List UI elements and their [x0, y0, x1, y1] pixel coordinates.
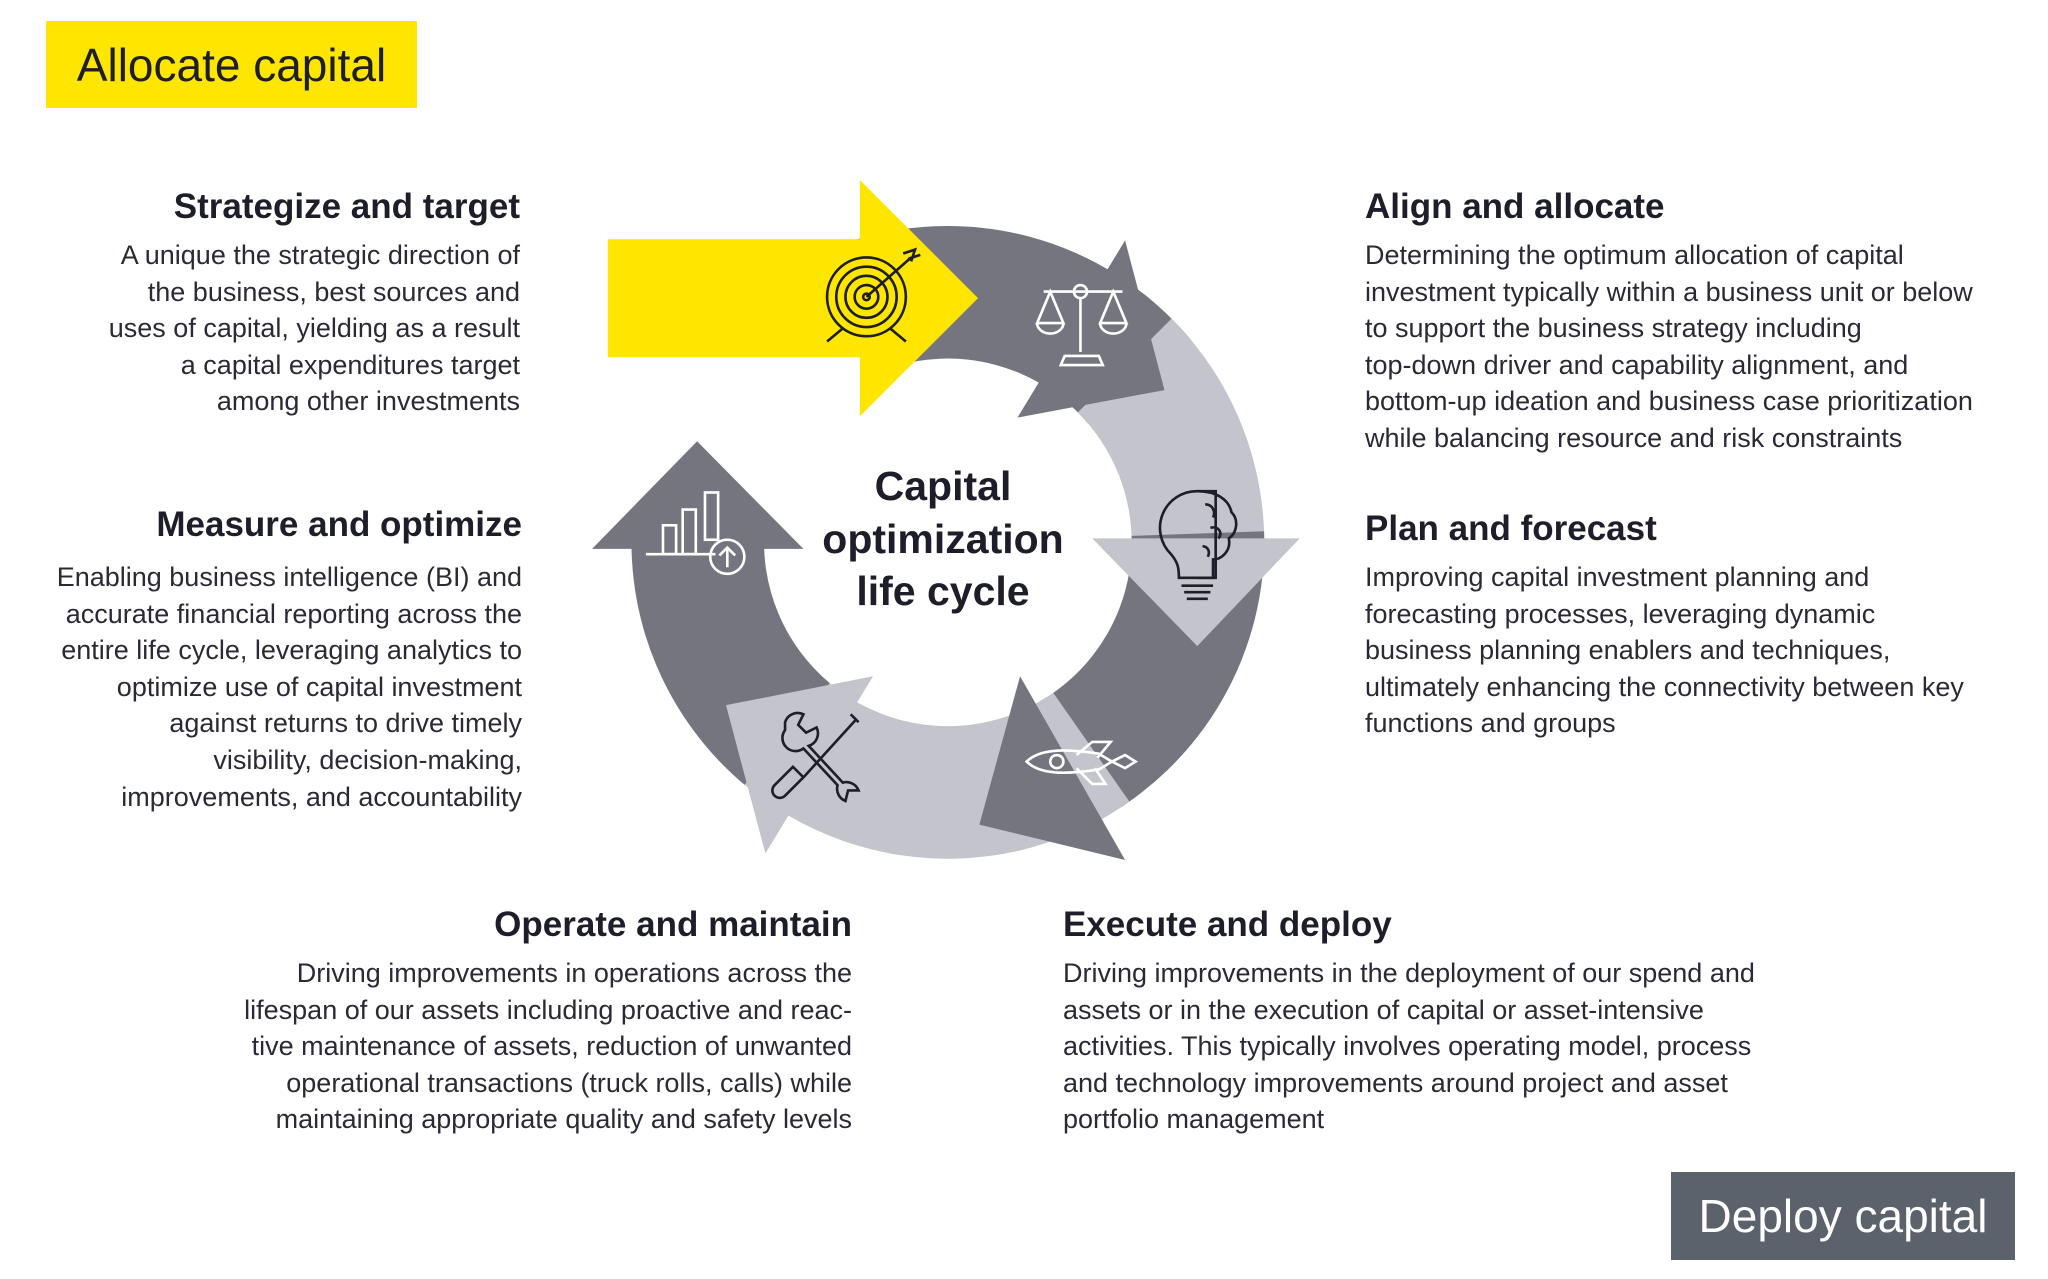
text-line: Enabling business intelligence (BI) and: [56, 562, 522, 592]
text-line: a capital expenditures target: [180, 349, 520, 380]
stage-description: Determining the optimum allocation of ca…: [1365, 237, 1973, 457]
entry-arrow-yellow: [607, 180, 979, 417]
center-title-line: Capital: [874, 463, 1012, 509]
target-icon: [825, 247, 921, 343]
stage-measure: Measure and optimize Enabling business i…: [57, 503, 522, 815]
text-line: while balancing resource and risk constr…: [1365, 422, 1903, 453]
text-line: operational transactions (truck rolls, c…: [286, 1067, 852, 1098]
stage-title: Align and allocate: [1365, 187, 1665, 226]
stage-execute: Execute and deploy Driving improvements …: [1063, 903, 1755, 1138]
stage-description: Driving improvements in the deployment o…: [1063, 955, 1755, 1138]
stage-title: Plan and forecast: [1365, 509, 1657, 548]
arrowhead-align: [1017, 240, 1165, 418]
text-line: to support the business strategy includi…: [1365, 313, 1862, 344]
text-line: forecasting processes, leveraging dynami…: [1365, 598, 1876, 629]
text-line: tive maintenance of assets, reduction of…: [251, 1031, 852, 1062]
text-line: uses of capital, yielding as a result: [108, 313, 520, 344]
stage-operate: Operate and maintain Driving improvement…: [244, 903, 852, 1138]
stage-plan: Plan and forecast Improving capital inve…: [1365, 507, 1964, 742]
text-line: bottom-up ideation and business case pri…: [1365, 386, 1973, 417]
text-line: activities. This typically involves oper…: [1063, 1031, 1752, 1062]
center-title: Capital optimization life cycle: [793, 460, 1093, 618]
arrowhead-execute: [979, 676, 1126, 861]
text-line: maintaining appropriate quality and safe…: [275, 1104, 852, 1135]
text-line: portfolio management: [1063, 1104, 1325, 1135]
wrench-screwdriver-icon: [771, 711, 861, 803]
text-line: against returns to drive timely: [169, 708, 522, 739]
text-line: investment typically within a business u…: [1365, 276, 1973, 307]
deploy-capital-label: Deploy capital: [1671, 1172, 2015, 1260]
stage-title: Operate and maintain: [494, 905, 852, 944]
center-title-line: optimization: [822, 515, 1064, 562]
text-line: visibility, decision-making,: [213, 744, 522, 775]
stage-align: Align and allocate Determining the optim…: [1365, 185, 1973, 457]
stage-description: Enabling business intelligence (BI) and …: [57, 559, 522, 815]
text-line: A unique the strategic direction of: [120, 240, 520, 270]
stage-description: Driving improvements in operations acros…: [244, 955, 852, 1138]
text-line: and technology improvements around proje…: [1063, 1067, 1728, 1098]
text-line: among other investments: [216, 386, 520, 417]
text-line: Driving improvements in operations acros…: [296, 958, 852, 988]
text-line: Determining the optimum allocation of ca…: [1365, 240, 1904, 270]
text-line: business planning enablers and technique…: [1365, 635, 1891, 666]
text-line: the business, best sources and: [147, 276, 520, 307]
text-line: ultimately enhancing the connectivity be…: [1365, 671, 1964, 702]
stage-title: Measure and optimize: [156, 505, 522, 544]
center-title-line: life cycle: [856, 568, 1030, 614]
text-line: Driving improvements in the deployment o…: [1063, 958, 1755, 988]
stage-description: A unique the strategic direction of the …: [109, 237, 520, 420]
stage-strategize: Strategize and target A unique the strat…: [109, 185, 520, 420]
rocket-icon: [1024, 740, 1139, 786]
text-line: entire life cycle, leveraging analytics …: [61, 635, 522, 666]
text-line: optimize use of capital investment: [116, 671, 522, 702]
bar-chart-up-icon: [645, 491, 746, 576]
text-line: Improving capital investment planning an…: [1365, 562, 1870, 592]
arrowhead-operate: [725, 676, 874, 854]
stage-description: Improving capital investment planning an…: [1365, 559, 1964, 742]
text-line: accurate financial reporting across the: [65, 598, 522, 629]
allocate-capital-label: Allocate capital: [46, 21, 417, 108]
brain-lightbulb-icon: [1158, 489, 1238, 601]
arrowhead-measure: [592, 441, 804, 549]
text-line: functions and groups: [1365, 708, 1616, 739]
text-line: improvements, and accountability: [121, 781, 522, 812]
text-line: top-down driver and capability alignment…: [1365, 349, 1909, 380]
stage-title: Strategize and target: [173, 187, 520, 226]
stage-title: Execute and deploy: [1063, 905, 1392, 944]
text-line: assets or in the execution of capital or…: [1063, 994, 1704, 1025]
text-line: lifespan of our assets including proacti…: [244, 994, 852, 1025]
scale-icon: [1035, 283, 1129, 367]
